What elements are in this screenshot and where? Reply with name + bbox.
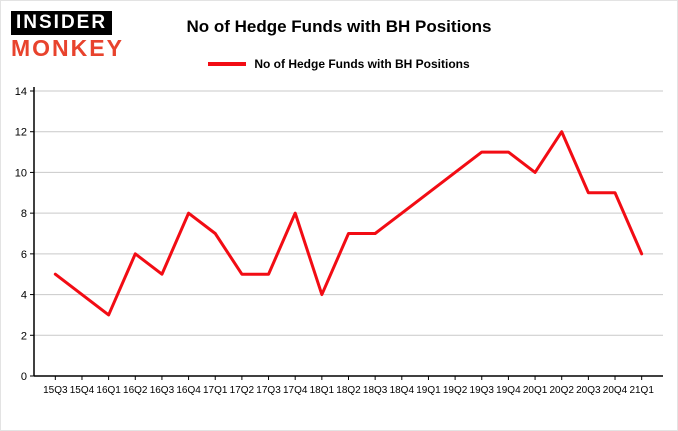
y-tick-label: 10 xyxy=(15,167,27,179)
series-line xyxy=(53,130,644,317)
x-tick-label: 17Q1 xyxy=(203,385,228,396)
y-tick-label: 12 xyxy=(15,127,27,139)
logo: INSIDER MONKEY xyxy=(11,11,124,60)
x-tick-label: 16Q2 xyxy=(123,385,148,396)
x-tick-label: 19Q1 xyxy=(416,385,441,396)
y-tick-label: 14 xyxy=(15,86,27,98)
y-tick-label: 0 xyxy=(21,371,27,383)
x-tick-label: 20Q3 xyxy=(576,385,601,396)
x-tick-label: 18Q4 xyxy=(390,385,415,396)
x-tick-labels: 15Q3 15Q4 16Q1 16Q2 16Q3 16Q4 17Q1 17Q2 17Q3 17Q4… xyxy=(43,376,654,396)
x-tick-label: 16Q4 xyxy=(176,385,201,396)
x-tick-label: 21Q1 xyxy=(629,385,654,396)
x-tick-label: 18Q2 xyxy=(336,385,361,396)
y-tick-label: 2 xyxy=(21,330,27,342)
x-tick-label: 18Q1 xyxy=(310,385,335,396)
y-tick-label: 8 xyxy=(21,208,27,220)
y-tick-label: 4 xyxy=(21,290,27,302)
y-tick-labels: 0 2 4 6 8 10 12 14 xyxy=(15,86,34,383)
x-tick-label: 18Q3 xyxy=(363,385,388,396)
x-tick-label: 15Q3 xyxy=(43,385,68,396)
gridlines xyxy=(34,90,663,336)
x-tick-label: 15Q4 xyxy=(70,385,95,396)
chart-title: No of Hedge Funds with BH Positions xyxy=(186,17,492,36)
x-tick-label: 20Q4 xyxy=(603,385,628,396)
x-tick-label: 17Q2 xyxy=(230,385,255,396)
y-tick-label: 6 xyxy=(21,249,27,261)
x-tick-label: 20Q1 xyxy=(523,385,548,396)
x-tick-label: 20Q2 xyxy=(549,385,574,396)
logo-monkey-text: MONKEY xyxy=(11,35,124,61)
logo-insider-text: INSIDER xyxy=(11,11,113,35)
x-tick-label: 19Q4 xyxy=(496,385,521,396)
x-tick-label: 16Q1 xyxy=(96,385,121,396)
x-tick-label: 16Q3 xyxy=(150,385,175,396)
legend-label: No of Hedge Funds with BH Positions xyxy=(254,57,470,71)
axes xyxy=(33,87,663,377)
chart-legend: No of Hedge Funds with BH Positions xyxy=(1,57,677,71)
x-tick-label: 19Q2 xyxy=(443,385,468,396)
legend-line-swatch xyxy=(208,62,247,66)
x-tick-label: 17Q4 xyxy=(283,385,308,396)
x-tick-label: 17Q3 xyxy=(256,385,281,396)
x-tick-label: 19Q3 xyxy=(470,385,495,396)
